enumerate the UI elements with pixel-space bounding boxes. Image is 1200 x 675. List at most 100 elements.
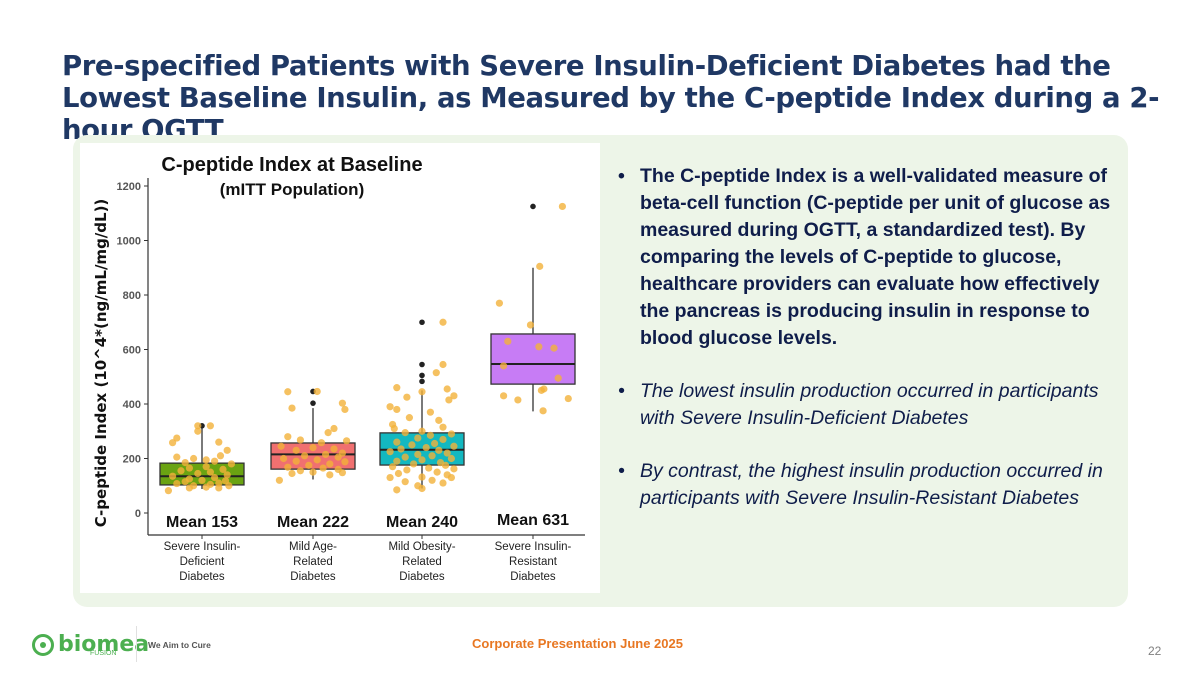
data-point <box>194 427 202 435</box>
bullet-dot-icon: • <box>618 380 625 402</box>
data-point <box>341 458 349 466</box>
box <box>490 333 576 385</box>
x-category-label: Diabetes <box>399 571 445 583</box>
data-point <box>428 476 436 484</box>
data-point <box>185 484 193 492</box>
data-point <box>202 483 210 491</box>
data-point <box>338 469 346 477</box>
data-point <box>215 484 223 492</box>
bullet-item: • The C-peptide Index is a well-validate… <box>618 163 1128 352</box>
data-point <box>540 385 548 393</box>
y-tick-label: 400 <box>123 399 141 411</box>
data-point <box>280 454 288 463</box>
data-point <box>292 446 300 454</box>
data-point <box>526 321 535 329</box>
x-category-label: Resistant <box>509 556 558 568</box>
data-point <box>445 396 453 404</box>
data-point <box>211 457 219 465</box>
data-point <box>223 471 231 479</box>
data-point <box>441 461 450 469</box>
data-point <box>219 465 227 473</box>
data-point <box>393 384 401 392</box>
y-axis-label: C-peptide Index (10^4*(ng/mL/mg/dL)) <box>92 199 110 528</box>
data-point <box>397 445 405 453</box>
chart-card: C-peptide Index at Baseline (mITT Popula… <box>80 143 600 593</box>
outlier-point <box>419 319 425 326</box>
x-category-label: Related <box>402 556 442 568</box>
data-point <box>418 456 426 464</box>
data-point <box>393 486 401 494</box>
x-category-label: Mild Age- <box>289 541 337 553</box>
data-point <box>341 405 349 414</box>
data-point <box>181 458 189 467</box>
mean-label: Mean 631 <box>497 512 569 529</box>
data-point <box>428 452 436 460</box>
x-category-label: Severe Insulin- <box>495 541 572 553</box>
data-point <box>514 396 522 404</box>
data-point <box>227 460 235 468</box>
data-point <box>305 461 313 469</box>
bullet-dot-icon: • <box>618 460 625 482</box>
data-point <box>169 439 177 447</box>
data-point <box>401 453 409 461</box>
data-point <box>309 444 317 452</box>
data-point <box>223 446 231 454</box>
chart-subtitle: (mITT Population) <box>220 180 364 199</box>
data-point <box>319 464 327 472</box>
bullet-text: The C-peptide Index is a well-validated … <box>640 165 1111 349</box>
data-point <box>450 392 458 400</box>
data-point <box>194 422 202 430</box>
data-point <box>435 446 443 454</box>
mean-label: Mean 240 <box>386 514 458 531</box>
data-point <box>343 437 351 445</box>
data-point <box>386 403 394 411</box>
data-point <box>425 464 433 472</box>
data-point <box>447 454 455 463</box>
x-category-label: Deficient <box>180 556 226 568</box>
data-point <box>394 469 403 478</box>
mean-label: Mean 153 <box>166 514 238 531</box>
y-tick-label: 600 <box>123 345 141 357</box>
y-tick-label: 200 <box>123 454 141 466</box>
data-point <box>301 452 309 460</box>
data-point <box>202 463 210 471</box>
data-point <box>418 473 426 481</box>
data-point <box>284 388 292 396</box>
data-point <box>181 478 189 486</box>
data-point <box>393 457 401 465</box>
y-tick-label: 0 <box>135 508 141 520</box>
data-point <box>439 318 447 326</box>
y-tick-label: 1000 <box>117 236 141 248</box>
data-point <box>225 482 233 490</box>
data-point <box>288 404 296 412</box>
chart-title: C-peptide Index at Baseline <box>161 154 422 176</box>
data-point <box>190 454 198 463</box>
data-point <box>292 457 300 465</box>
data-point <box>435 416 443 424</box>
data-point <box>322 450 330 459</box>
data-point <box>432 369 440 377</box>
data-point <box>386 473 394 482</box>
data-point <box>550 344 558 352</box>
data-point <box>386 448 394 456</box>
data-point <box>414 450 422 459</box>
data-point <box>284 433 292 441</box>
x-category-label: Related <box>293 556 333 568</box>
x-category-label: Diabetes <box>510 571 556 583</box>
tagline: We Aim to Cure <box>148 640 211 650</box>
data-point <box>405 414 413 422</box>
data-point <box>296 467 304 475</box>
data-point <box>326 471 334 479</box>
data-point <box>393 438 401 446</box>
data-point <box>431 439 439 448</box>
data-point <box>173 479 181 488</box>
logo-divider <box>136 626 137 662</box>
data-point <box>330 424 338 433</box>
data-point <box>408 441 416 449</box>
logo-wordmark: biomea <box>58 632 150 657</box>
data-point <box>426 431 434 439</box>
data-point <box>330 445 338 453</box>
mean-label: Mean 222 <box>277 514 349 531</box>
data-point <box>284 463 292 471</box>
data-point <box>173 434 181 442</box>
